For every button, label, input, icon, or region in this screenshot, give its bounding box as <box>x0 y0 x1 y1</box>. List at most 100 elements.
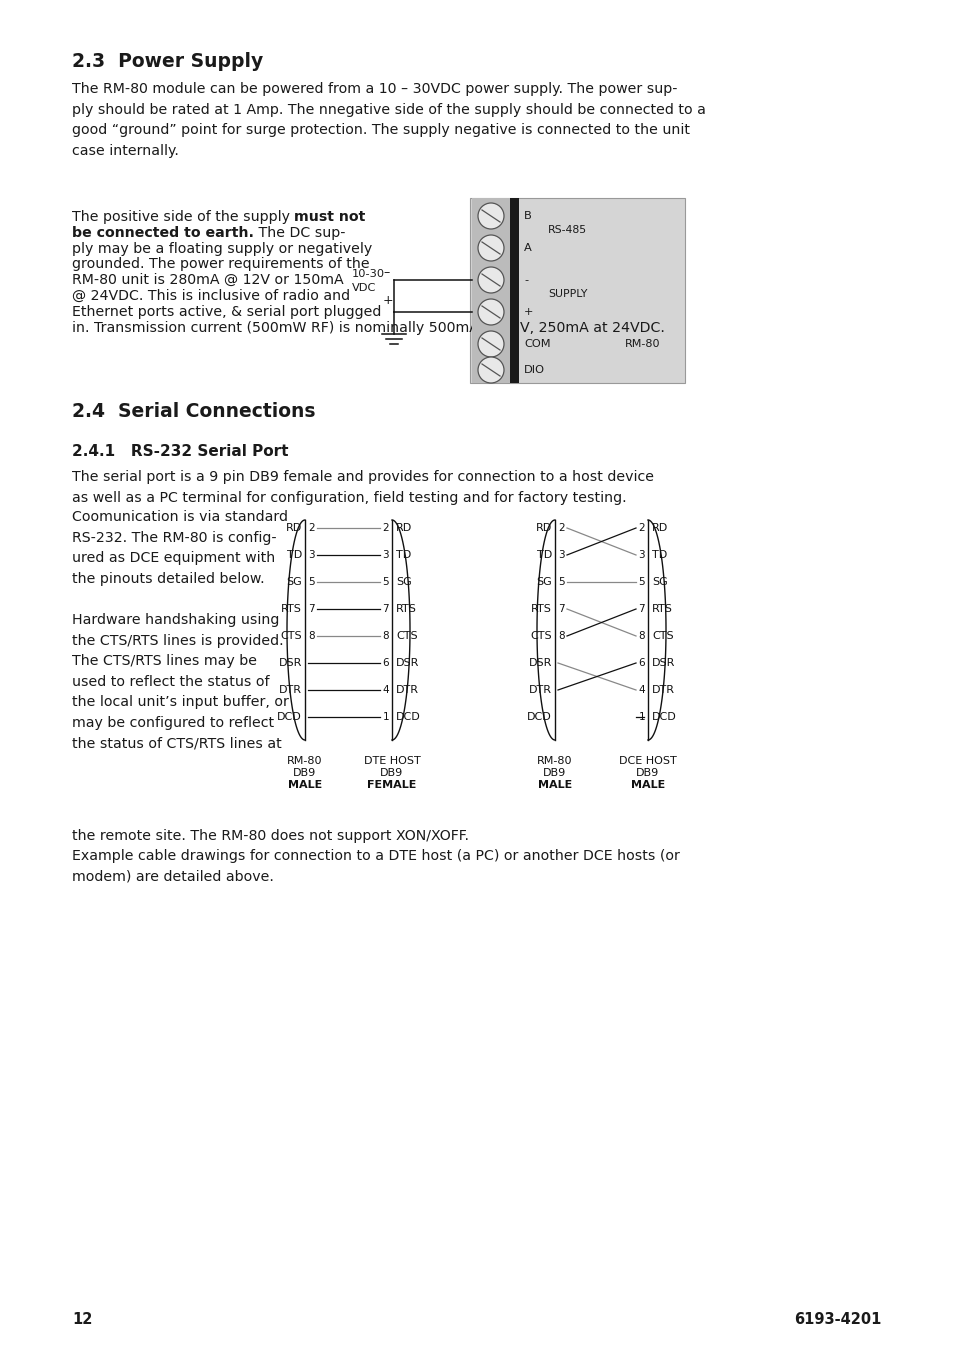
Text: 8: 8 <box>382 630 389 641</box>
Text: RD: RD <box>286 522 302 533</box>
Text: DCD: DCD <box>527 711 552 722</box>
Text: Ethernet ports active, & serial port plugged: Ethernet ports active, & serial port plu… <box>71 305 381 319</box>
Text: the remote site. The RM-80 does not support XON/XOFF.: the remote site. The RM-80 does not supp… <box>71 829 469 842</box>
Text: COM: COM <box>523 339 550 350</box>
Text: 7: 7 <box>382 603 389 614</box>
Text: RM-80: RM-80 <box>624 339 659 350</box>
Text: 6193-4201: 6193-4201 <box>794 1312 882 1327</box>
Text: SUPPLY: SUPPLY <box>547 289 587 298</box>
Text: DTR: DTR <box>529 684 552 695</box>
Text: 3: 3 <box>638 549 644 560</box>
Text: VDC: VDC <box>352 284 376 293</box>
Text: DCE HOST: DCE HOST <box>618 756 677 765</box>
Text: DB9: DB9 <box>636 768 659 778</box>
Text: FEMALE: FEMALE <box>367 780 416 790</box>
Text: RTS: RTS <box>531 603 552 614</box>
Text: DSR: DSR <box>278 657 302 668</box>
Text: SG: SG <box>536 576 552 587</box>
Text: DB9: DB9 <box>543 768 566 778</box>
Text: -: - <box>523 275 528 285</box>
Text: DCD: DCD <box>395 711 420 722</box>
Text: RTS: RTS <box>395 603 416 614</box>
Text: CTS: CTS <box>395 630 417 641</box>
Circle shape <box>477 331 503 356</box>
Text: @ 24VDC. This is inclusive of radio and: @ 24VDC. This is inclusive of radio and <box>71 289 350 302</box>
Circle shape <box>477 298 503 325</box>
Text: RD: RD <box>536 522 552 533</box>
Text: DCD: DCD <box>277 711 302 722</box>
Text: 10-30: 10-30 <box>352 269 385 279</box>
Text: RM-80 unit is 280mA @ 12V or 150mA: RM-80 unit is 280mA @ 12V or 150mA <box>71 273 343 288</box>
Text: 3: 3 <box>382 549 389 560</box>
Text: DB9: DB9 <box>294 768 316 778</box>
Text: 2: 2 <box>638 522 644 533</box>
Text: A: A <box>523 243 531 252</box>
Text: DCD: DCD <box>651 711 676 722</box>
Text: TD: TD <box>537 549 552 560</box>
Text: 8: 8 <box>558 630 564 641</box>
Text: in. Transmission current (500mW RF) is nominally 500mA at 12V, 250mA at 24VDC.: in. Transmission current (500mW RF) is n… <box>71 320 664 335</box>
Text: DSR: DSR <box>395 657 419 668</box>
Text: CTS: CTS <box>530 630 552 641</box>
Text: 7: 7 <box>308 603 314 614</box>
Text: RS-485: RS-485 <box>547 225 586 235</box>
Text: 6: 6 <box>382 657 389 668</box>
Text: Coomunication is via standard
RS-232. The RM-80 is config-
ured as DCE equipment: Coomunication is via standard RS-232. Th… <box>71 510 289 751</box>
Text: 2.3  Power Supply: 2.3 Power Supply <box>71 53 263 72</box>
Text: 2.4.1   RS-232 Serial Port: 2.4.1 RS-232 Serial Port <box>71 444 288 459</box>
Text: 5: 5 <box>558 576 564 587</box>
Text: B: B <box>523 211 531 221</box>
Text: 4: 4 <box>638 684 644 695</box>
Text: 4: 4 <box>382 684 389 695</box>
Text: DTR: DTR <box>278 684 302 695</box>
Text: –: – <box>382 266 389 279</box>
Text: SG: SG <box>286 576 302 587</box>
Text: 2: 2 <box>382 522 389 533</box>
Text: MALE: MALE <box>288 780 322 790</box>
Text: 5: 5 <box>382 576 389 587</box>
Text: MALE: MALE <box>537 780 572 790</box>
Circle shape <box>477 202 503 230</box>
FancyBboxPatch shape <box>472 198 510 383</box>
Text: grounded. The power requirements of the: grounded. The power requirements of the <box>71 258 369 271</box>
Text: RM-80: RM-80 <box>537 756 572 765</box>
Text: 6: 6 <box>638 657 644 668</box>
Text: 5: 5 <box>638 576 644 587</box>
Text: TD: TD <box>651 549 666 560</box>
Circle shape <box>477 356 503 383</box>
Text: 5: 5 <box>308 576 314 587</box>
FancyBboxPatch shape <box>510 198 518 383</box>
Text: 8: 8 <box>638 630 644 641</box>
Text: +: + <box>382 294 394 308</box>
Text: 2.4  Serial Connections: 2.4 Serial Connections <box>71 402 315 421</box>
Text: DTR: DTR <box>651 684 675 695</box>
Text: 3: 3 <box>308 549 314 560</box>
Text: SG: SG <box>395 576 412 587</box>
Text: 1: 1 <box>382 711 389 722</box>
Text: CTS: CTS <box>651 630 673 641</box>
Text: 7: 7 <box>558 603 564 614</box>
Text: 7: 7 <box>638 603 644 614</box>
Circle shape <box>477 267 503 293</box>
Text: DIO: DIO <box>523 364 544 375</box>
Text: must not: must not <box>294 211 366 224</box>
Text: CTS: CTS <box>280 630 302 641</box>
Text: DTR: DTR <box>395 684 418 695</box>
Text: The DC sup-: The DC sup- <box>253 225 345 240</box>
Text: The serial port is a 9 pin DB9 female and provides for connection to a host devi: The serial port is a 9 pin DB9 female an… <box>71 470 654 505</box>
Text: 3: 3 <box>558 549 564 560</box>
Text: SG: SG <box>651 576 667 587</box>
Text: DSR: DSR <box>528 657 552 668</box>
Text: MALE: MALE <box>630 780 664 790</box>
Text: DTE HOST: DTE HOST <box>363 756 420 765</box>
Text: 2: 2 <box>308 522 314 533</box>
Text: RD: RD <box>395 522 412 533</box>
Text: RTS: RTS <box>651 603 672 614</box>
Text: RTS: RTS <box>281 603 302 614</box>
Text: Example cable drawings for connection to a DTE host (a PC) or another DCE hosts : Example cable drawings for connection to… <box>71 849 679 884</box>
Text: RD: RD <box>651 522 667 533</box>
Circle shape <box>477 235 503 261</box>
Text: RM-80: RM-80 <box>287 756 322 765</box>
Text: +: + <box>523 306 533 317</box>
Text: be connected to earth.: be connected to earth. <box>71 225 253 240</box>
